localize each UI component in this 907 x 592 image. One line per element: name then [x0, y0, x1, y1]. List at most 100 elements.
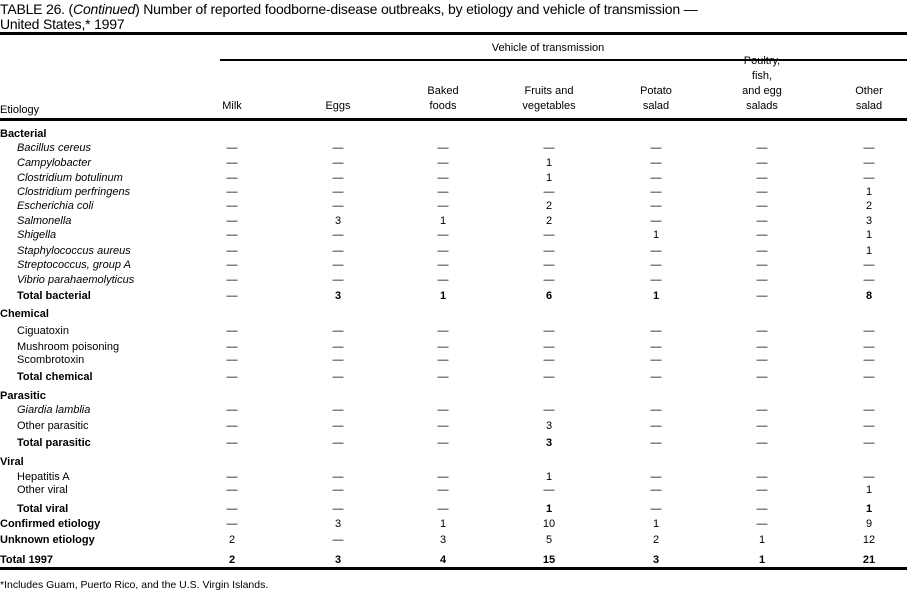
table-cell: 10: [542, 518, 556, 530]
table-cell: —: [863, 157, 875, 169]
row-label: Escherichia coli: [17, 200, 94, 212]
table-cell: —: [756, 172, 768, 184]
table-cell: —: [756, 518, 768, 530]
table-row: Hepatitis A — — — 1 — — —: [0, 470, 907, 484]
column-header-line: Milk: [222, 100, 242, 112]
table-cell: —: [437, 172, 449, 184]
table-cell: 2: [228, 534, 236, 546]
row-label: Other viral: [17, 484, 68, 496]
row-label: Viral: [0, 456, 24, 468]
table-cell: —: [650, 325, 662, 337]
table-cell: —: [437, 437, 449, 449]
table-cell: 6: [545, 290, 553, 302]
table-cell: —: [863, 354, 875, 366]
column-header-line: Potato: [640, 85, 672, 97]
table-cell: —: [226, 142, 238, 154]
table-cell: —: [756, 471, 768, 483]
table-cell: —: [332, 157, 344, 169]
table-cell: —: [437, 259, 449, 271]
table-cell: 8: [865, 290, 873, 302]
table-cell: 2: [865, 200, 873, 212]
table-cell: —: [756, 437, 768, 449]
table-cell: —: [226, 229, 238, 241]
table-cell: —: [650, 341, 662, 353]
row-label: Bacillus cereus: [17, 142, 91, 154]
table-cell: 3: [334, 290, 342, 302]
column-header-line: Poultry,: [743, 55, 781, 67]
table-cell: —: [543, 245, 555, 257]
table-row: Giardia lamblia — — — — — — —: [0, 403, 907, 417]
column-header: Potato salad: [601, 84, 711, 114]
table-cell: 1: [545, 503, 553, 515]
table-cell: —: [863, 420, 875, 432]
table-cell: —: [756, 404, 768, 416]
row-label: Total parasitic: [17, 437, 91, 449]
table-row: Shigella — — — — 1 — 1: [0, 228, 907, 242]
table-row: Total 1997 2 3 4 15 3 1 21: [0, 553, 907, 567]
table-row: Total viral — — — 1 — — 1: [0, 502, 907, 516]
table-row: Clostridium perfringens — — — — — — 1: [0, 185, 907, 199]
table-cell: —: [437, 157, 449, 169]
table-cell: —: [650, 503, 662, 515]
table-row: Total parasitic — — — 3 — — —: [0, 436, 907, 450]
table-cell: —: [332, 437, 344, 449]
table-cell: —: [226, 290, 238, 302]
table-cell: 3: [652, 554, 660, 566]
table-cell: —: [332, 534, 344, 546]
top-rule: [0, 32, 907, 35]
table-row: Clostridium botulinum — — — 1 — — —: [0, 171, 907, 185]
row-label: Staphylococcus aureus: [17, 245, 131, 257]
table-row: Streptococcus, group A — — — — — — —: [0, 258, 907, 272]
table-cell: 3: [334, 554, 342, 566]
table-cell: —: [437, 245, 449, 257]
table-cell: 1: [439, 215, 447, 227]
table-cell: —: [332, 371, 344, 383]
table-cell: —: [650, 484, 662, 496]
table-cell: —: [863, 341, 875, 353]
row-label: Ciguatoxin: [17, 325, 69, 337]
table-row: Staphylococcus aureus — — — — — — 1: [0, 244, 907, 258]
table-cell: 1: [439, 518, 447, 530]
table-cell: —: [332, 341, 344, 353]
table-cell: —: [332, 259, 344, 271]
table-cell: —: [863, 142, 875, 154]
table-cell: 3: [545, 420, 553, 432]
table-row: Bacterial: [0, 127, 907, 141]
row-label: Total bacterial: [17, 290, 91, 302]
table-cell: —: [543, 142, 555, 154]
group-rule: [220, 59, 907, 61]
table-cell: —: [756, 229, 768, 241]
table-cell: 1: [652, 290, 660, 302]
table-cell: 3: [439, 534, 447, 546]
column-header-line: vegetables: [522, 100, 576, 112]
table-cell: —: [650, 354, 662, 366]
row-label: Total chemical: [17, 371, 93, 383]
table-row: Ciguatoxin — — — — — — —: [0, 324, 907, 338]
table-cell: —: [226, 420, 238, 432]
table-cell: —: [226, 484, 238, 496]
table-cell: —: [332, 186, 344, 198]
table-cell: —: [756, 200, 768, 212]
row-label: Clostridium botulinum: [17, 172, 123, 184]
table-cell: —: [650, 404, 662, 416]
table-cell: —: [650, 274, 662, 286]
table-cell: 1: [865, 229, 873, 241]
footnote: *Includes Guam, Puerto Rico, and the U.S…: [0, 579, 269, 591]
table-cell: 12: [862, 534, 876, 546]
column-header-line: and egg: [742, 85, 782, 97]
table-cell: —: [756, 503, 768, 515]
title-text: ) Number of reported foodborne-disease o…: [135, 1, 698, 17]
table-row: Unknown etiology 2 — 3 5 2 1 12: [0, 533, 907, 547]
table-cell: —: [650, 420, 662, 432]
table-cell: —: [332, 471, 344, 483]
table-cell: 1: [758, 554, 766, 566]
vehicle-group-header: Vehicle of transmission: [491, 42, 605, 54]
table-row: Scombrotoxin — — — — — — —: [0, 353, 907, 367]
column-header-line: salad: [642, 100, 670, 112]
table-row: Total bacterial — 3 1 6 1 — 8: [0, 289, 907, 303]
table-cell: —: [226, 245, 238, 257]
table-cell: —: [543, 404, 555, 416]
table-cell: —: [332, 420, 344, 432]
table-cell: —: [650, 437, 662, 449]
table-cell: —: [332, 245, 344, 257]
